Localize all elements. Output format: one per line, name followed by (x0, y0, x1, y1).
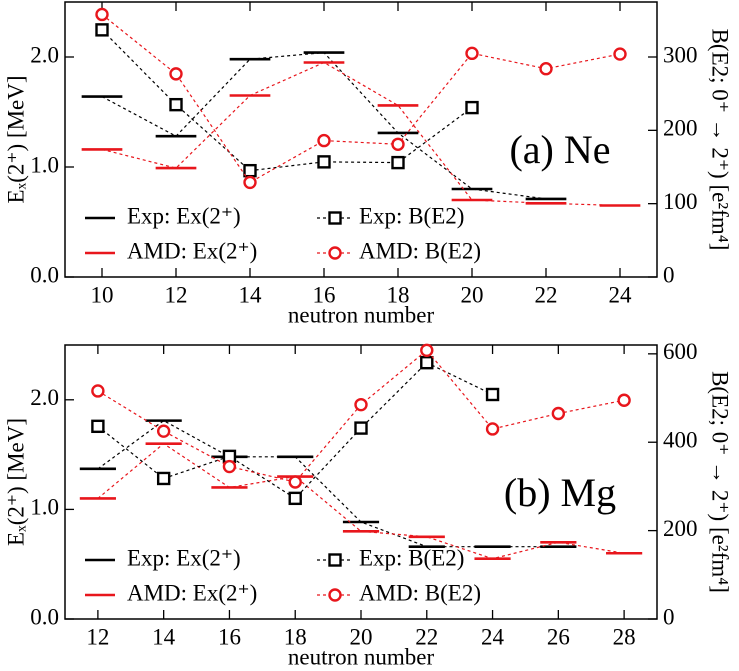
data-point (465, 46, 479, 61)
legend-label: AMD: B(E2) (359, 238, 481, 263)
x-tick-label: 12 (86, 624, 109, 649)
y-axis-label: Eₓ(2⁺) [MeV] (3, 75, 28, 203)
x-tick-label: 24 (481, 624, 505, 649)
x-tick-label: 10 (91, 282, 114, 307)
x-tick-label: 24 (609, 282, 633, 307)
y2-axis-label: B(E2; 0⁺ → 2⁺) [e²fm⁴] (708, 29, 733, 251)
data-point (613, 47, 627, 61)
y2-tick-label: 0 (663, 262, 675, 287)
data-point (317, 155, 331, 169)
data-point (539, 62, 553, 76)
y-tick-label: 1.0 (30, 152, 59, 177)
data-point (617, 393, 631, 407)
series-line (101, 51, 547, 200)
data-point (485, 422, 500, 436)
x-tick-label: 12 (165, 282, 188, 307)
x-tick-label: 22 (535, 282, 558, 307)
data-point (169, 67, 183, 81)
y2-tick-label: 400 (663, 428, 698, 453)
series-line (97, 349, 625, 483)
y2-tick-label: 300 (663, 42, 698, 67)
legend-label: Exp: Ex(2⁺) (127, 545, 241, 570)
data-point (420, 355, 434, 370)
annotation: (a) Ne (509, 127, 610, 172)
y2-tick-label: 200 (663, 116, 698, 141)
y-tick-label: 1.0 (30, 495, 59, 520)
data-point (156, 424, 171, 438)
data-point (288, 491, 302, 506)
data-point (420, 343, 434, 358)
data-point (288, 475, 302, 489)
data-point (485, 387, 500, 402)
y2-tick-label: 0 (663, 604, 675, 629)
legend-label: Exp: B(E2) (359, 545, 464, 570)
data-point (465, 100, 479, 115)
legend-swatch (328, 553, 342, 567)
x-tick-label: 20 (461, 282, 484, 307)
x-tick-label: 20 (350, 624, 373, 649)
data-point (91, 384, 105, 398)
data-point (354, 397, 368, 412)
plot-frame (64, 1, 658, 278)
legend-label: AMD: Ex(2⁺) (127, 238, 257, 263)
y2-tick-label: 200 (663, 516, 698, 541)
legend-label: Exp: Ex(2⁺) (127, 203, 241, 228)
data-point (551, 406, 566, 421)
x-tick-label: 18 (284, 624, 307, 649)
x-tick-label: 14 (239, 282, 263, 307)
data-point (156, 471, 171, 486)
x-axis-label: neutron number (288, 644, 435, 669)
x-tick-label: 22 (415, 624, 438, 649)
data-point (243, 175, 257, 190)
legend-swatch (328, 211, 342, 225)
data-point (391, 155, 405, 170)
y2-tick-label: 100 (663, 189, 698, 214)
legend-label: Exp: B(E2) (359, 203, 464, 228)
x-tick-label: 28 (613, 624, 636, 649)
series-line (101, 29, 473, 172)
data-point (222, 459, 237, 474)
x-axis-label: neutron number (288, 302, 435, 327)
x-tick-label: 14 (152, 624, 176, 649)
legend-swatch (328, 588, 342, 602)
y2-tick-label: 600 (663, 339, 698, 364)
x-tick-label: 26 (547, 624, 570, 649)
series-line (101, 13, 621, 184)
data-point (391, 137, 405, 151)
y-tick-label: 2.0 (30, 42, 59, 67)
legend-label: AMD: B(E2) (359, 580, 481, 605)
x-tick-label: 16 (218, 624, 241, 649)
data-point (243, 163, 257, 178)
data-point (354, 421, 368, 435)
x-tick-label: 18 (387, 282, 410, 307)
data-point (95, 7, 109, 22)
data-point (91, 419, 105, 434)
y-axis-label: Eₓ(2⁺) [MeV] (3, 418, 28, 546)
x-tick-label: 16 (313, 282, 336, 307)
data-point (169, 97, 183, 112)
legend-label: AMD: Ex(2⁺) (127, 580, 257, 605)
annotation: (b) Mg (504, 470, 616, 515)
y-tick-label: 0.0 (30, 604, 59, 629)
y-tick-label: 0.0 (30, 262, 59, 287)
data-point (317, 133, 331, 148)
data-point (95, 23, 109, 37)
y2-axis-label: B(E2; 0⁺ → 2⁺) [e²fm⁴] (708, 371, 733, 593)
y-tick-label: 2.0 (30, 385, 59, 410)
legend-swatch (328, 246, 342, 260)
